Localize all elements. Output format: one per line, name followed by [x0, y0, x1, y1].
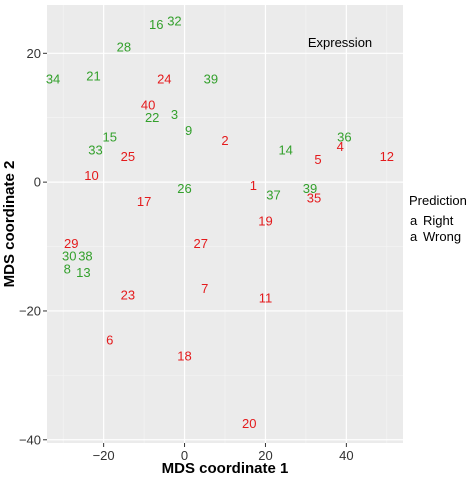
point-label-wrong: 30 — [62, 249, 76, 264]
x-axis-title: MDS coordinate 1 — [162, 460, 289, 477]
point-label-right: 5 — [314, 152, 321, 167]
point-label-right: 24 — [157, 72, 171, 87]
point-label-wrong: 33 — [88, 142, 102, 157]
chart-annotation: Expression — [308, 35, 372, 50]
point-label-right: 20 — [242, 416, 256, 431]
legend-key: a — [410, 229, 418, 244]
point-label-wrong: 13 — [76, 265, 90, 280]
point-label-right: 2 — [221, 133, 228, 148]
legend-label: Right — [423, 213, 454, 228]
y-tick-label: −40 — [19, 432, 41, 447]
point-label-right: 35 — [307, 191, 321, 206]
point-label-right: 6 — [106, 332, 113, 347]
point-label-right: 25 — [121, 149, 135, 164]
point-label-wrong: 14 — [278, 142, 292, 157]
point-label-wrong: 21 — [86, 68, 100, 83]
x-tick-label: 20 — [258, 448, 272, 463]
y-axis-title: MDS coordinate 2 — [1, 161, 18, 288]
grid-layer — [47, 5, 403, 443]
point-label-right: 1 — [250, 178, 257, 193]
point-label-wrong: 22 — [145, 110, 159, 125]
point-label-right: 23 — [121, 287, 135, 302]
point-label-wrong: 39 — [303, 181, 317, 196]
point-label-wrong: 37 — [266, 188, 280, 203]
point-label-wrong: 39 — [204, 72, 218, 87]
point-label-right: 27 — [193, 236, 207, 251]
legend-label: Wrong — [423, 229, 461, 244]
point-label-right: 17 — [137, 194, 151, 209]
axes: −20 0 20 40 −40 −20 0 20 — [19, 46, 354, 463]
point-label-wrong: 26 — [177, 181, 191, 196]
point-label-wrong: 9 — [185, 123, 192, 138]
point-label-right: 40 — [141, 97, 155, 112]
point-label-right: 7 — [201, 281, 208, 296]
point-label-right: 18 — [177, 349, 191, 364]
point-label-right: 19 — [258, 213, 272, 228]
point-label-wrong: 36 — [337, 130, 351, 145]
point-label-wrong: 15 — [102, 130, 116, 145]
y-tick-label: 20 — [27, 46, 41, 61]
point-label-right: 11 — [259, 291, 273, 306]
point-label-wrong: 16 — [149, 17, 163, 32]
point-label-right: 4 — [337, 139, 344, 154]
point-label-wrong: 38 — [78, 249, 92, 264]
point-label-right: 10 — [84, 168, 98, 183]
y-tick-label: −20 — [19, 303, 41, 318]
x-tick-label: 40 — [339, 448, 353, 463]
legend-title: Prediction — [409, 193, 467, 208]
point-label-wrong: 28 — [117, 39, 131, 54]
y-tick-label: 0 — [34, 175, 41, 190]
point-label-wrong: 3 — [171, 107, 178, 122]
point-label-right: 12 — [380, 149, 394, 164]
point-label-wrong: 32 — [167, 14, 181, 29]
x-tick-label: 0 — [181, 448, 188, 463]
point-label-wrong: 34 — [46, 72, 60, 87]
legend-key: a — [410, 213, 418, 228]
point-label-wrong: 8 — [64, 262, 71, 277]
x-tick-label: −20 — [93, 448, 115, 463]
point-label-right: 29 — [64, 236, 78, 251]
